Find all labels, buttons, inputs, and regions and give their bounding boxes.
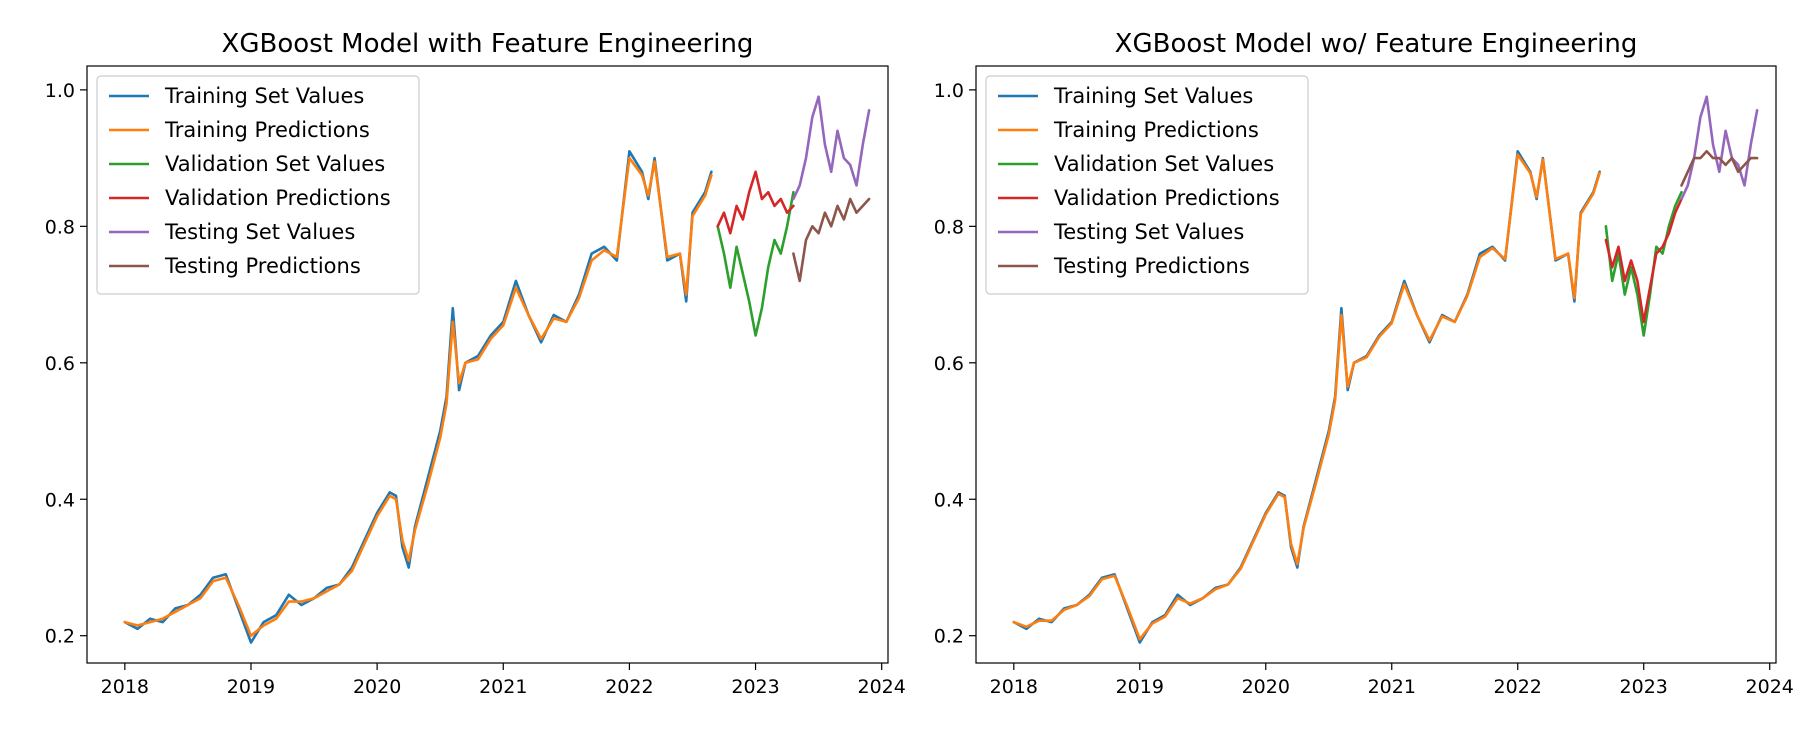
- x-tick-label: 2024: [1746, 676, 1794, 698]
- chart-title: XGBoost Model with Feature Engineering: [222, 29, 754, 59]
- series-line-5: [792, 197, 871, 283]
- legend-label: Validation Predictions: [165, 186, 391, 210]
- legend-label: Validation Predictions: [1054, 186, 1280, 210]
- y-tick-label: 1.0: [45, 80, 75, 102]
- x-tick-label: 2024: [858, 676, 906, 698]
- y-tick-label: 0.2: [934, 626, 964, 648]
- axes-frame: [975, 65, 1777, 664]
- legend-label: Training Predictions: [164, 118, 370, 142]
- y-tick-label: 1.0: [934, 80, 964, 102]
- x-tick-label: 2019: [227, 676, 275, 698]
- y-tick-label: 0.6: [934, 353, 964, 375]
- x-tick-label: 2023: [731, 676, 779, 698]
- legend-label: Validation Set Values: [1054, 152, 1274, 176]
- series-line-3: [716, 170, 795, 235]
- legend-label: Validation Set Values: [165, 152, 385, 176]
- y-tick-label: 0.8: [45, 216, 75, 238]
- chart-title: XGBoost Model wo/ Feature Engineering: [1115, 29, 1638, 59]
- legend-label: Testing Predictions: [1053, 254, 1250, 278]
- y-tick-label: 0.8: [934, 216, 964, 238]
- x-tick-label: 2018: [101, 676, 149, 698]
- series-line-1: [1012, 153, 1601, 641]
- legend-label: Testing Predictions: [164, 254, 361, 278]
- legend-box: [985, 75, 1309, 295]
- legend-box: [96, 75, 420, 295]
- x-tick-label: 2022: [605, 676, 653, 698]
- chart-without-feature-engineering: XGBoost Model wo/ Feature Engineering 20…: [934, 29, 1794, 698]
- legend-label: Testing Set Values: [164, 220, 355, 244]
- axes-frame: [86, 65, 889, 664]
- x-tick-label: 2021: [479, 676, 527, 698]
- x-tick-label: 2021: [1368, 676, 1416, 698]
- legend-label: Training Set Values: [164, 84, 364, 108]
- x-tick-label: 2018: [990, 676, 1038, 698]
- series-line-2: [716, 190, 795, 337]
- x-tick-label: 2019: [1116, 676, 1164, 698]
- x-tick-label: 2022: [1494, 676, 1542, 698]
- x-tick-label: 2020: [353, 676, 401, 698]
- legend-label: Training Predictions: [1053, 118, 1259, 142]
- legend-label: Training Set Values: [1053, 84, 1253, 108]
- y-tick-label: 0.2: [45, 626, 75, 648]
- y-tick-label: 0.6: [45, 353, 75, 375]
- x-tick-label: 2023: [1620, 676, 1668, 698]
- chart-with-feature-engineering: XGBoost Model with Feature Engineering 2…: [45, 29, 906, 698]
- y-tick-label: 0.4: [45, 489, 75, 511]
- series-line-5: [1680, 150, 1759, 187]
- series-line-4: [792, 95, 871, 201]
- legend-label: Testing Set Values: [1053, 220, 1244, 244]
- y-tick-label: 0.4: [934, 489, 964, 511]
- series-line-1: [123, 156, 713, 638]
- series-line-3: [1604, 197, 1683, 324]
- x-tick-label: 2020: [1242, 676, 1290, 698]
